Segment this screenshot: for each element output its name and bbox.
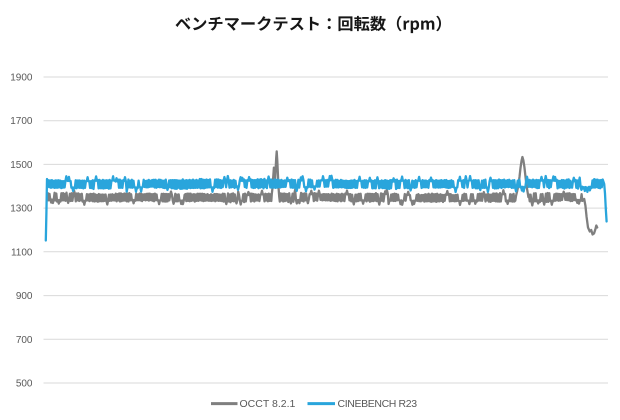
- svg-text:OCCT 8.2.1: OCCT 8.2.1: [240, 398, 296, 410]
- svg-text:900: 900: [16, 291, 33, 302]
- svg-text:700: 700: [16, 335, 33, 346]
- svg-text:1900: 1900: [10, 73, 33, 84]
- svg-text:1700: 1700: [10, 116, 33, 127]
- svg-text:1300: 1300: [10, 204, 33, 215]
- svg-text:1100: 1100: [11, 247, 33, 258]
- svg-text:500: 500: [16, 379, 33, 390]
- svg-text:CINEBENCH R23: CINEBENCH R23: [338, 398, 418, 410]
- svg-text:1500: 1500: [10, 160, 33, 171]
